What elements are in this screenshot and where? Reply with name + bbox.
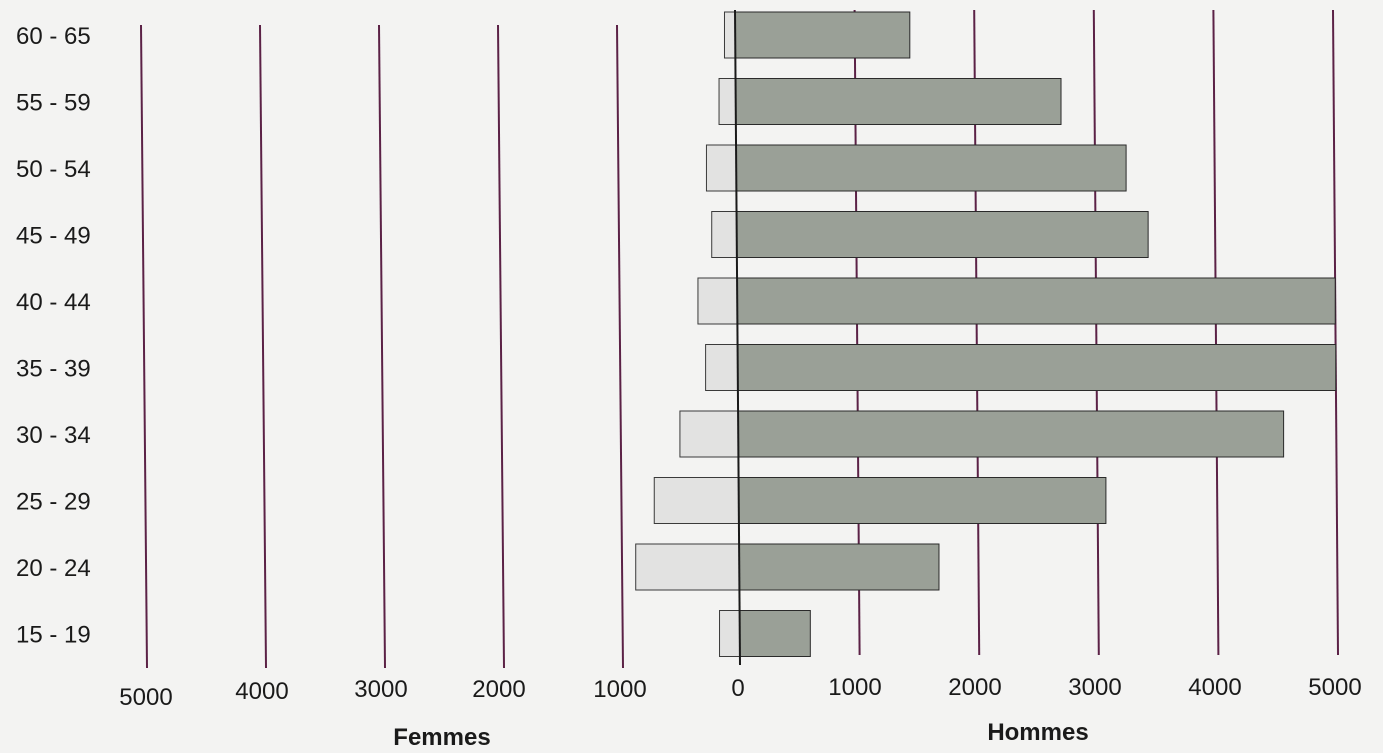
bar-hommes-35-39: [737, 344, 1337, 391]
category-label: 50 - 54: [16, 156, 91, 183]
bar-femmes-50-54: [705, 144, 737, 192]
axis-title-femmes: Femmes: [393, 724, 490, 751]
bar-hommes-50-54: [735, 144, 1127, 192]
center-axis: [734, 9, 741, 666]
gridline-right-3000: [1092, 9, 1100, 656]
tick-label-right: 3000: [1068, 674, 1121, 701]
bar-femmes-35-39: [705, 344, 739, 391]
tick-label-left: 4000: [235, 678, 288, 705]
bar-femmes-55-59: [718, 78, 737, 125]
category-label: 20 - 24: [16, 555, 91, 582]
category-label: 25 - 29: [16, 489, 91, 516]
axis-title-hommes: Hommes: [987, 719, 1088, 746]
gridline-left-3000: [378, 24, 386, 669]
bar-hommes-15-19: [739, 610, 811, 657]
tick-label-right: 1000: [828, 674, 881, 701]
bar-hommes-40-44: [736, 277, 1336, 325]
tick-label-left: 5000: [119, 684, 172, 711]
bar-hommes-20-24: [738, 543, 940, 591]
tick-label-left: 2000: [472, 676, 525, 703]
tick-label-left: 0: [731, 675, 744, 702]
bar-femmes-45-49: [711, 211, 738, 258]
bar-femmes-30-34: [679, 410, 739, 458]
tick-label-right: 2000: [948, 674, 1001, 701]
bar-femmes-25-29: [653, 477, 740, 524]
category-label: 45 - 49: [16, 223, 91, 250]
bar-femmes-40-44: [697, 277, 738, 325]
bar-hommes-60-65: [734, 11, 911, 59]
bar-hommes-45-49: [736, 211, 1149, 258]
tick-labels: 5000 4000 3000 2000 1000 0 1000 2000 3000 4000 500…: [119, 674, 1361, 711]
gridline-left-1000: [616, 24, 624, 669]
bar-hommes-55-59: [735, 78, 1062, 125]
category-label: 15 - 19: [16, 622, 91, 649]
bar-femmes-15-19: [719, 610, 741, 657]
bar-femmes-60-65: [723, 11, 736, 59]
tick-label-left: 3000: [354, 676, 407, 703]
category-label: 30 - 34: [16, 422, 91, 449]
gridline-right-5000: [1332, 9, 1339, 656]
category-label: 40 - 44: [16, 289, 91, 316]
category-label: 60 - 65: [16, 23, 91, 50]
bar-hommes-25-29: [738, 477, 1107, 524]
category-label: 35 - 39: [16, 356, 91, 383]
bar-femmes-20-24: [635, 543, 740, 591]
gridline-left-4000: [259, 24, 267, 669]
gridline-left-2000: [497, 24, 505, 669]
gridline-left-5000: [140, 24, 148, 669]
tick-label-right: 5000: [1308, 674, 1361, 701]
center-axis-line: [734, 9, 741, 666]
tick-label-left: 1000: [593, 676, 646, 703]
bars: [635, 11, 1337, 657]
tick-label-right: 4000: [1188, 674, 1241, 701]
category-labels: 15 - 19 20 - 24 25 - 29 30 - 34 35 - 39 40 - …: [16, 23, 91, 649]
bar-hommes-30-34: [737, 410, 1285, 458]
category-label: 55 - 59: [16, 90, 91, 117]
gridline-right-4000: [1212, 9, 1220, 656]
